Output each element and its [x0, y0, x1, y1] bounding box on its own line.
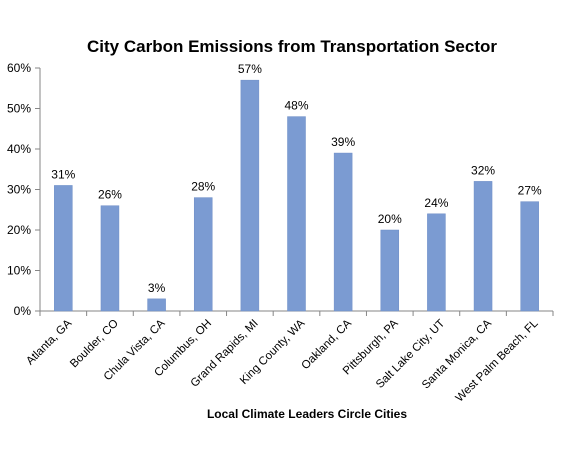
y-tick-label: 20%: [7, 223, 31, 237]
y-tick-label: 40%: [7, 142, 31, 156]
bar: [333, 152, 353, 312]
x-axis: [39, 310, 554, 316]
bars: [54, 79, 539, 312]
bar: [193, 197, 213, 312]
y-tick-label: 50%: [7, 102, 31, 116]
data-label: 57%: [238, 62, 262, 76]
bar: [147, 298, 166, 312]
chart-title: City Carbon Emissions from Transportatio…: [87, 37, 497, 56]
category-label: West Palm Beach, FL: [454, 317, 541, 404]
y-tick-label: 60%: [7, 61, 31, 75]
y-tick-label: 0%: [14, 304, 32, 318]
bar: [380, 229, 400, 312]
data-label: 27%: [518, 184, 542, 198]
bar: [287, 116, 306, 312]
bar: [473, 181, 493, 312]
data-label: 24%: [424, 196, 448, 210]
data-label: 48%: [284, 99, 308, 113]
data-label: 39%: [331, 135, 355, 149]
y-tick-label: 10%: [7, 264, 31, 278]
bar: [427, 213, 446, 312]
x-axis-title: Local Climate Leaders Circle Cities: [207, 407, 407, 421]
data-label: 20%: [378, 212, 402, 226]
data-label: 31%: [51, 167, 75, 181]
bar: [100, 205, 120, 312]
y-axis: 0% 10% 20% 30% 40% 50% 60%: [7, 61, 41, 318]
y-tick-label: 30%: [7, 183, 31, 197]
bar: [240, 79, 260, 312]
bar: [54, 185, 73, 312]
data-label: 28%: [191, 180, 215, 194]
data-label: 26%: [98, 188, 122, 202]
data-label: 32%: [471, 163, 495, 177]
category-label: Atlanta, GA: [24, 317, 74, 367]
bar: [520, 201, 539, 312]
data-label: 3%: [148, 281, 166, 295]
data-labels: 31% 26% 3% 28% 57% 48% 39% 20% 24% 32% 27%: [51, 62, 542, 295]
